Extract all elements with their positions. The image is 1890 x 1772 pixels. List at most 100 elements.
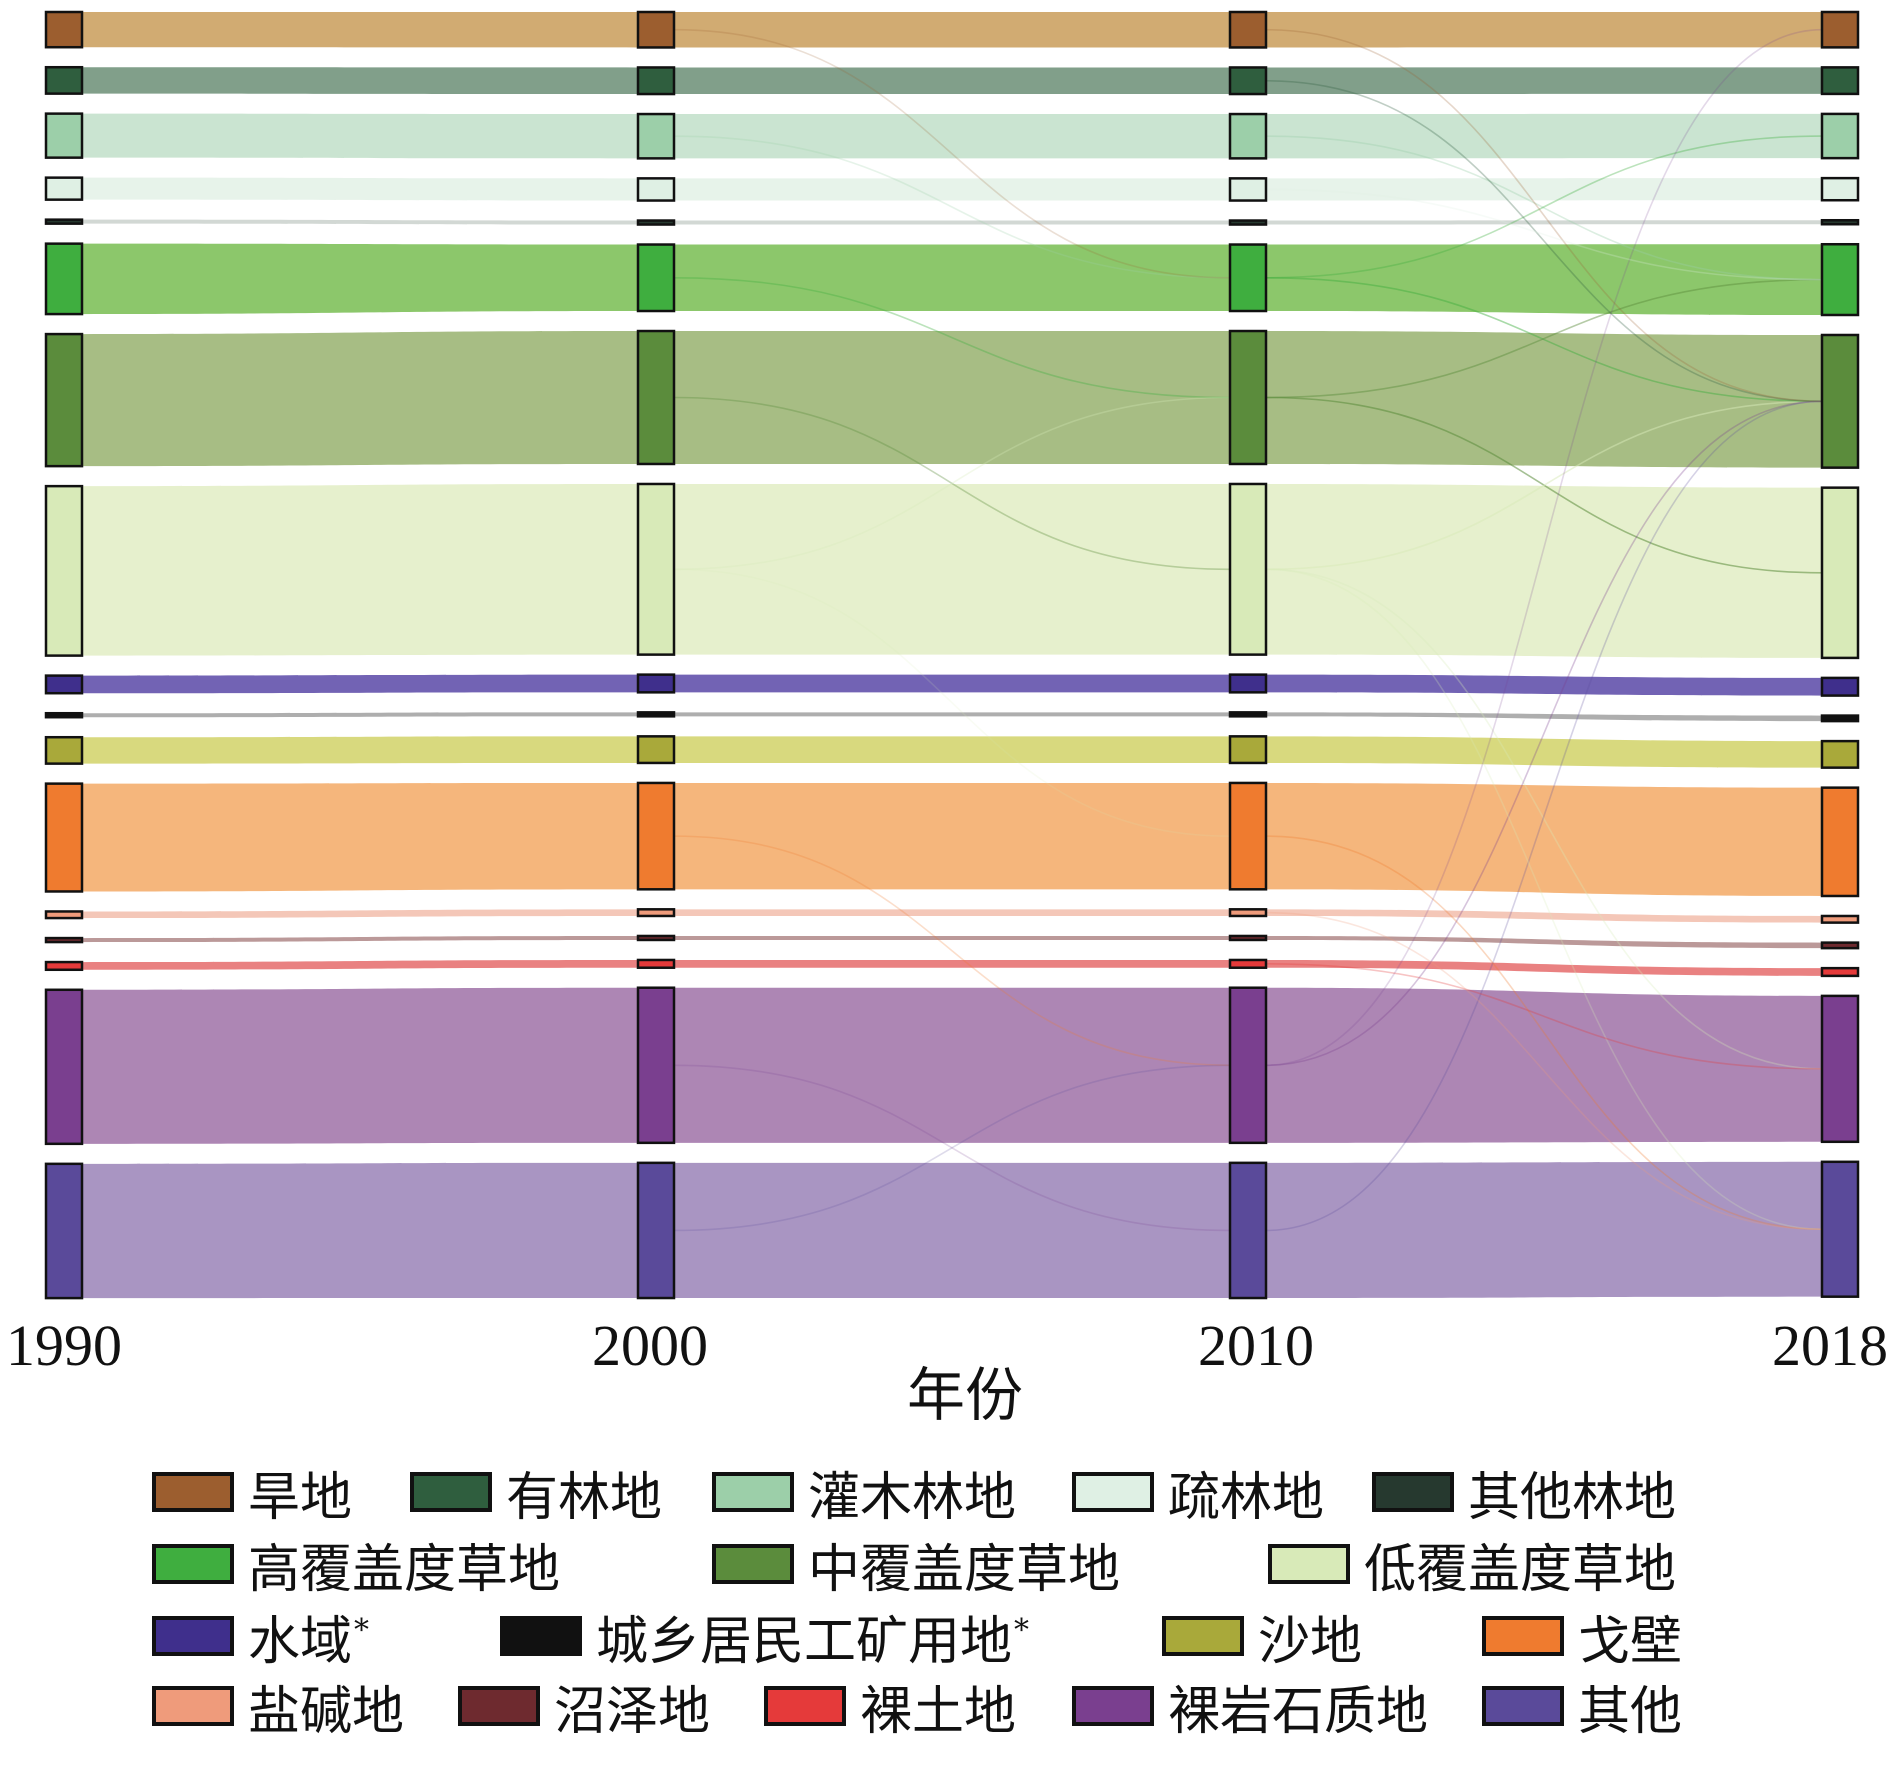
flow-4-1 — [674, 220, 1230, 225]
node-4-2018 — [1820, 218, 1860, 226]
flow-14-0 — [82, 959, 638, 970]
node-9-1990 — [44, 711, 84, 719]
flow-14-2 — [1266, 959, 1822, 976]
node-12-1990 — [44, 910, 84, 920]
transition-flow-4 — [673, 1064, 1231, 1232]
flow-6-1 — [674, 331, 1230, 464]
transition-flow-25 — [1265, 911, 1823, 1231]
flow-9-1 — [674, 712, 1230, 717]
flow-16-2 — [1266, 1161, 1822, 1299]
flow-6-0 — [82, 331, 638, 467]
flow-11-0 — [82, 782, 638, 892]
flow-2-0 — [82, 113, 638, 159]
transition-flow-16 — [1265, 568, 1823, 1070]
node-12-2000 — [636, 908, 676, 918]
node-10-2018 — [1820, 739, 1860, 769]
node-13-2018 — [1820, 941, 1860, 950]
year-tick-2010: 2010 — [1198, 1313, 1314, 1378]
flow-10-1 — [674, 736, 1230, 763]
flow-6-2 — [1266, 331, 1822, 468]
node-5-1990 — [44, 242, 84, 316]
node-1-1990 — [44, 65, 84, 95]
node-15-1990 — [44, 988, 84, 1146]
transition-flow-21 — [1265, 28, 1823, 403]
flow-9-2 — [1266, 712, 1822, 722]
node-4-1990 — [44, 218, 84, 225]
transition-flow-18 — [1265, 400, 1823, 1232]
transition-flow-19 — [1265, 835, 1823, 1231]
node-14-2010 — [1228, 958, 1268, 969]
node-5-2010 — [1228, 243, 1268, 313]
node-1-2010 — [1228, 66, 1268, 96]
flow-5-2 — [1266, 244, 1822, 315]
transition-flow-6 — [673, 28, 1231, 279]
node-5-2000 — [636, 243, 676, 313]
node-2-2000 — [636, 112, 676, 160]
flow-14-1 — [674, 959, 1230, 968]
node-9-2000 — [636, 711, 676, 718]
node-12-2010 — [1228, 908, 1268, 918]
node-13-2000 — [636, 934, 676, 942]
flow-0-1 — [674, 12, 1230, 48]
flow-3-1 — [674, 178, 1230, 201]
node-11-2010 — [1228, 781, 1268, 891]
node-6-2018 — [1820, 333, 1860, 469]
node-3-2018 — [1820, 176, 1860, 202]
transition-flow-3 — [673, 835, 1231, 1067]
year-tick-1990: 1990 — [6, 1313, 122, 1378]
node-2-2018 — [1820, 112, 1860, 160]
node-10-1990 — [44, 735, 84, 765]
node-0-1990 — [44, 10, 84, 49]
transition-flow-0 — [673, 276, 1231, 399]
transition-flow-13 — [1265, 135, 1823, 281]
node-8-2000 — [636, 673, 676, 694]
flow-1-1 — [674, 67, 1230, 95]
flow-7-0 — [82, 483, 638, 656]
flow-7-1 — [674, 483, 1230, 655]
node-4-2010 — [1228, 219, 1268, 226]
node-2-2010 — [1228, 112, 1268, 160]
transition-flow-24 — [1265, 963, 1823, 1070]
node-16-2010 — [1228, 1161, 1268, 1300]
node-16-1990 — [44, 1162, 84, 1300]
node-16-2018 — [1820, 1160, 1860, 1298]
node-6-2000 — [636, 329, 676, 466]
flow-8-1 — [674, 674, 1230, 693]
node-10-2010 — [1228, 735, 1268, 765]
flow-13-1 — [674, 935, 1230, 940]
transition-flow-1 — [673, 396, 1231, 571]
node-6-1990 — [44, 332, 84, 468]
node-16-2000 — [636, 1161, 676, 1300]
node-11-1990 — [44, 782, 84, 893]
flow-10-2 — [1266, 736, 1822, 768]
node-layer — [44, 10, 1860, 1300]
flow-12-0 — [82, 909, 638, 919]
flow-layer — [82, 12, 1823, 1299]
transition-flow-17 — [1265, 400, 1823, 1067]
node-1-2018 — [1820, 66, 1860, 96]
node-8-2010 — [1228, 673, 1268, 694]
node-9-2018 — [1820, 714, 1860, 723]
node-13-1990 — [44, 936, 84, 944]
node-6-2010 — [1228, 329, 1268, 466]
node-14-2018 — [1820, 966, 1860, 978]
node-14-2000 — [636, 958, 676, 969]
flow-16-1 — [674, 1162, 1230, 1299]
flow-4-0 — [82, 219, 638, 225]
node-7-2010 — [1228, 482, 1268, 656]
node-0-2010 — [1228, 10, 1268, 49]
transition-flow-5 — [673, 135, 1231, 279]
node-0-2000 — [636, 10, 676, 49]
node-3-2000 — [636, 177, 676, 202]
node-8-1990 — [44, 674, 84, 695]
node-8-2018 — [1820, 676, 1860, 697]
year-tick-2000: 2000 — [592, 1313, 708, 1378]
year-tick-2018: 2018 — [1772, 1313, 1888, 1378]
node-13-2010 — [1228, 934, 1268, 942]
year-axis: 1990 2000 2010 2018 — [6, 1313, 1888, 1378]
node-5-2018 — [1820, 242, 1860, 317]
flow-16-0 — [82, 1162, 638, 1299]
transition-flow-8 — [673, 568, 1231, 837]
flow-13-0 — [82, 935, 638, 943]
flow-9-0 — [82, 712, 638, 718]
